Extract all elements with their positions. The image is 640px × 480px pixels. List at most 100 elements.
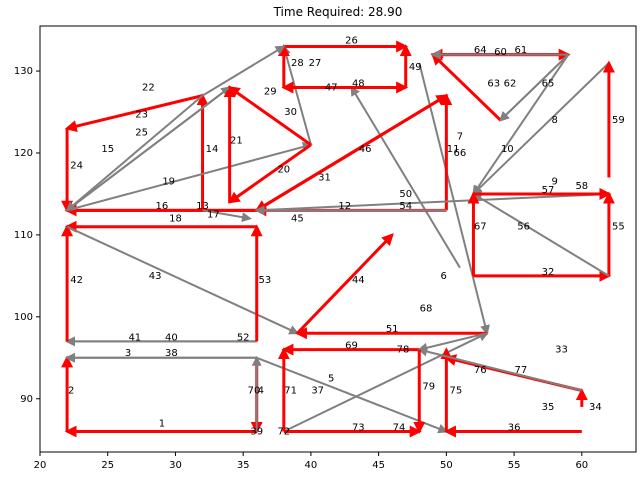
edge-label-49: 49 <box>409 62 422 73</box>
edge-arrow-27 <box>281 44 312 146</box>
edge-label-44: 44 <box>352 275 365 286</box>
edge-label-71: 71 <box>284 386 297 397</box>
edges-layer <box>61 40 615 438</box>
edge-label-20: 20 <box>277 164 290 175</box>
x-tick-label: 55 <box>508 460 521 471</box>
edge-arrow-77 <box>417 346 583 392</box>
edge-labels-layer: 1234567891011121314151617181920212223242… <box>68 36 625 438</box>
x-tick-label: 45 <box>372 460 385 471</box>
edge-label-18: 18 <box>169 214 182 225</box>
edge-arrow-46 <box>255 94 449 212</box>
edge-label-77: 77 <box>514 365 527 376</box>
x-tick-label: 25 <box>101 460 114 471</box>
edge-label-38: 38 <box>165 348 178 359</box>
edge-label-62: 62 <box>504 78 517 89</box>
edge-label-1: 1 <box>159 418 165 429</box>
y-tick-label: 90 <box>20 394 33 405</box>
edge-arrow-37 <box>283 332 489 433</box>
edge-label-42: 42 <box>70 275 83 286</box>
edge-arrow-23 <box>64 94 203 132</box>
x-tick-label: 20 <box>34 460 47 471</box>
edge-label-67: 67 <box>474 222 487 233</box>
chart-title: Time Required: 28.90 <box>273 5 403 19</box>
edge-label-35: 35 <box>542 402 555 413</box>
edge-arrow-8 <box>472 62 610 196</box>
edge-label-7: 7 <box>457 132 463 143</box>
edge-arrow-29 <box>202 45 286 97</box>
edge-arrow-43 <box>66 225 300 335</box>
edge-label-60: 60 <box>494 47 507 58</box>
edge-label-41: 41 <box>128 332 141 343</box>
edge-label-16: 16 <box>156 201 169 212</box>
edge-label-14: 14 <box>206 144 219 155</box>
edge-label-48: 48 <box>352 78 365 89</box>
x-tick-label: 50 <box>440 460 453 471</box>
edge-arrow-45 <box>256 189 611 212</box>
edge-label-56: 56 <box>517 222 530 233</box>
edge-arrow-17 <box>202 209 252 223</box>
edge-label-12: 12 <box>338 201 351 212</box>
edge-label-11: 11 <box>447 144 460 155</box>
edge-label-29: 29 <box>264 87 277 98</box>
edge-label-75: 75 <box>449 386 462 397</box>
edge-label-50: 50 <box>399 189 412 200</box>
y-tick-label: 130 <box>14 66 33 77</box>
edge-label-66: 66 <box>454 148 467 159</box>
edge-label-3: 3 <box>125 348 131 359</box>
edge-arrow-7 <box>418 62 490 336</box>
edge-label-25: 25 <box>135 128 148 139</box>
edge-label-26: 26 <box>345 36 358 47</box>
edge-label-70: 70 <box>248 386 261 397</box>
edge-label-69: 69 <box>345 341 358 352</box>
edge-label-63: 63 <box>487 78 500 89</box>
edge-label-53: 53 <box>258 275 271 286</box>
edge-label-51: 51 <box>386 324 399 335</box>
edge-label-19: 19 <box>162 177 175 188</box>
edge-label-57: 57 <box>542 185 555 196</box>
edge-label-64: 64 <box>474 45 487 56</box>
edge-label-21: 21 <box>230 136 243 147</box>
edge-label-73: 73 <box>352 422 365 433</box>
edge-label-6: 6 <box>440 271 446 282</box>
edge-label-43: 43 <box>149 271 162 282</box>
edge-label-23: 23 <box>135 109 148 120</box>
edge-label-68: 68 <box>420 304 433 315</box>
edge-label-40: 40 <box>165 332 178 343</box>
edge-label-72: 72 <box>277 427 290 438</box>
edge-arrow-44 <box>296 233 394 335</box>
edge-label-61: 61 <box>514 45 527 56</box>
edge-label-2: 2 <box>68 386 74 397</box>
edge-label-4: 4 <box>258 386 264 397</box>
edge-label-24: 24 <box>70 160 83 171</box>
edge-label-28: 28 <box>291 58 304 69</box>
edge-arrow-56 <box>471 192 610 277</box>
edge-arrow-6 <box>350 85 461 269</box>
edge-arrow-20 <box>227 143 312 204</box>
edge-arrow-19 <box>66 142 313 212</box>
edge-label-76: 76 <box>474 365 487 376</box>
edge-label-79: 79 <box>422 381 435 392</box>
edge-arrow-10 <box>472 54 570 196</box>
edge-label-5: 5 <box>328 373 334 384</box>
y-tick-label: 100 <box>14 312 33 323</box>
edge-label-33: 33 <box>555 345 568 356</box>
plot-frame <box>39 25 637 453</box>
edge-label-27: 27 <box>309 58 322 69</box>
y-tick-label: 110 <box>14 230 33 241</box>
edge-label-37: 37 <box>311 386 324 397</box>
edge-arrow-65 <box>499 53 569 122</box>
edge-label-13: 13 <box>196 201 209 212</box>
edge-label-58: 58 <box>575 181 588 192</box>
edge-label-36: 36 <box>508 422 521 433</box>
edge-label-9: 9 <box>552 177 558 188</box>
edge-arrow-22 <box>65 86 231 212</box>
edge-label-22: 22 <box>142 82 155 93</box>
edge-label-32: 32 <box>542 267 555 278</box>
edge-label-47: 47 <box>325 82 338 93</box>
edge-label-54: 54 <box>399 201 412 212</box>
edge-label-34: 34 <box>589 402 602 413</box>
edge-label-46: 46 <box>359 144 372 155</box>
edge-label-10: 10 <box>501 144 514 155</box>
